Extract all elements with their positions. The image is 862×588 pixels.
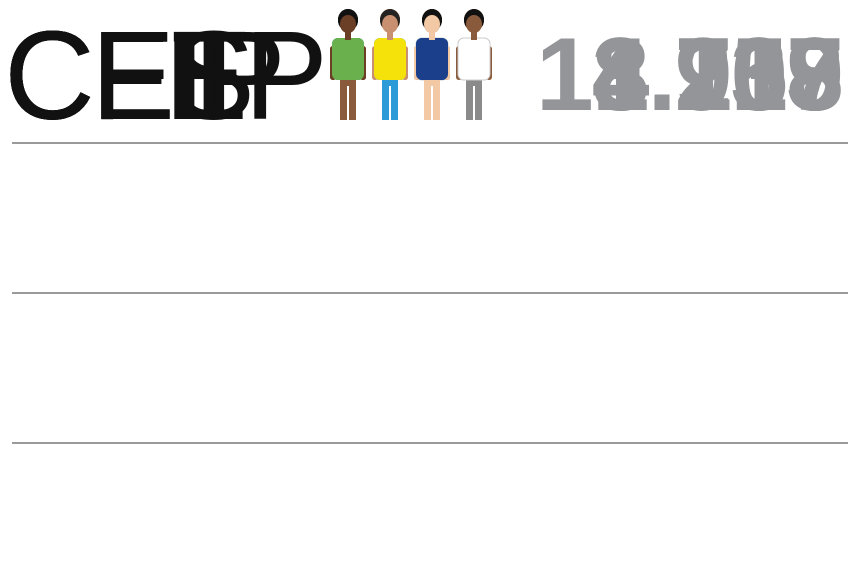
person-shirt [374, 38, 406, 80]
person-shirt [458, 38, 490, 80]
person-shirt [416, 38, 448, 80]
person-icon [330, 9, 366, 120]
person-icon [372, 9, 408, 120]
person-face [466, 15, 482, 33]
separator [12, 292, 848, 294]
person-neck [345, 32, 351, 40]
person-neck [387, 32, 393, 40]
person-neck [471, 32, 477, 40]
person-face [424, 15, 440, 33]
person-neck [429, 32, 435, 40]
infographic: CEIP14.207CES8.918CETP3.753CFE1.139 [0, 0, 862, 588]
row-label: CFE [4, 6, 244, 146]
person-icon [456, 9, 492, 120]
person-face [382, 15, 398, 33]
person-icon [414, 9, 450, 120]
person-shirt [332, 38, 364, 80]
people-icons [330, 8, 500, 128]
person-face [340, 15, 356, 33]
row-value: 1.139 [592, 10, 842, 140]
separator [12, 442, 848, 444]
